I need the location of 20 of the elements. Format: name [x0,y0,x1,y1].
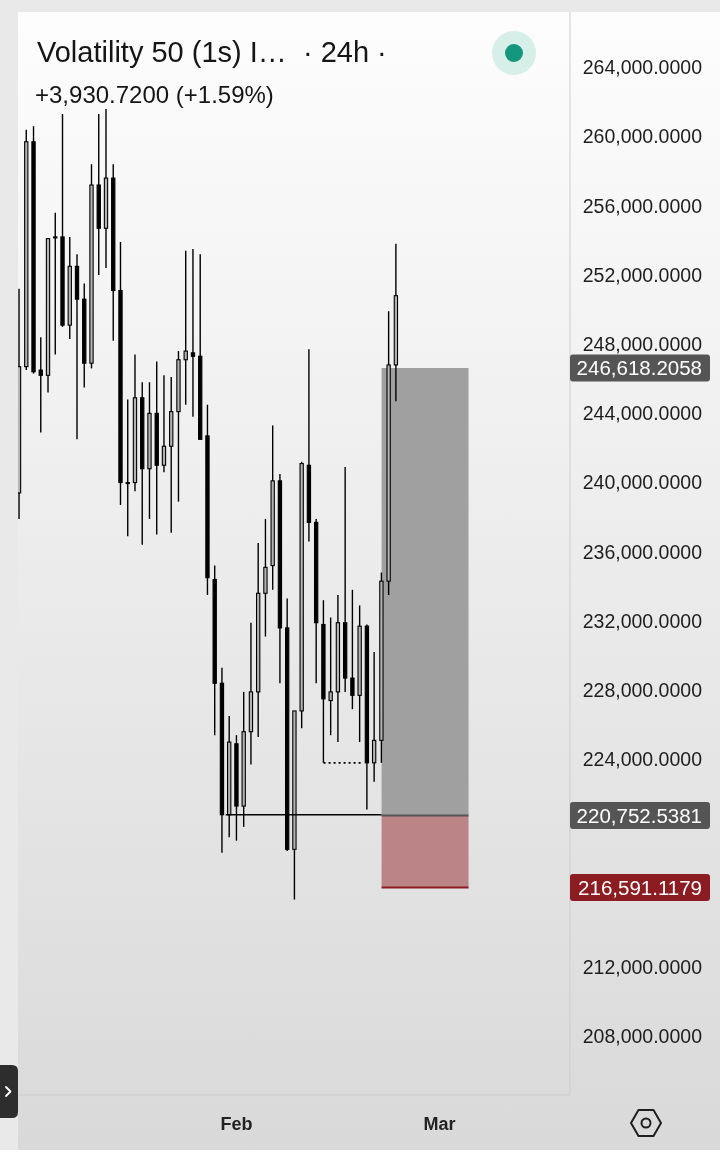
y-tick-label: 220,752.5381 [576,803,702,827]
y-tick-label: 246,618.2058 [576,356,702,380]
y-tick-label: 244,000.0000 [582,402,703,425]
y-tick-label: 224,000.0000 [582,748,703,771]
text: Volatility 50 (1s) I… · 24h · [37,36,387,68]
y-tick-label: 228,000.0000 [582,679,703,701]
x-tick-label: Mar [423,1114,456,1135]
text: +3,930.7200 (+1.59%) [35,81,274,109]
y-tick-label: 264,000.0000 [582,56,703,79]
y-tick-label: 256,000.0000 [582,194,703,217]
y-tick-label: 232,000.0000 [582,609,703,632]
y-tick-label: 252,000.0000 [582,263,703,286]
y-tick-label: 240,000.0000 [582,471,703,494]
y-tick-label: 236,000.0000 [582,540,703,563]
y-tick-label: 216,591.1179 [578,875,702,899]
y-tick-label: 260,000.0000 [582,125,703,148]
y-tick-label: 208,000.0000 [582,1025,703,1047]
y-tick-label: 248,000.0000 [582,332,703,355]
y-tick-label: 212,000.0000 [582,955,703,978]
x-tick-label: Feb [220,1114,253,1135]
